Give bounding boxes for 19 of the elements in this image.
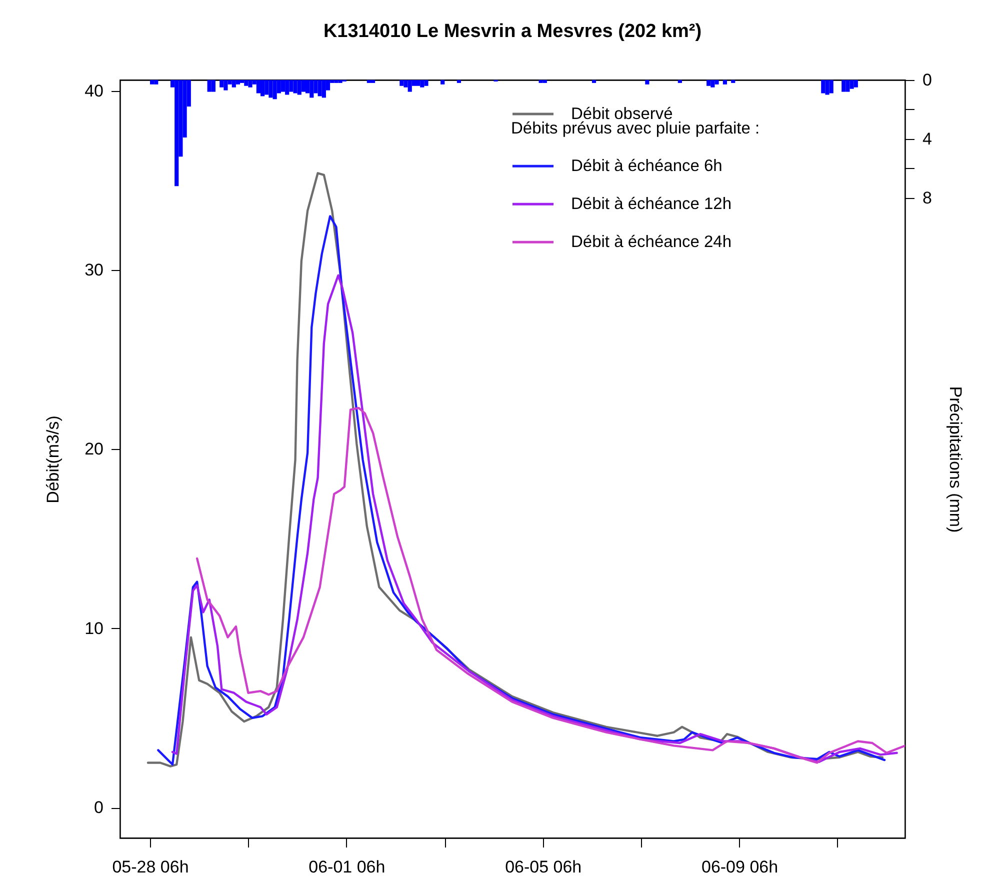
chart-title: K1314010 Le Mesvrin a Mesvres (202 km²) <box>323 21 702 42</box>
legend-label: Débit à échéance 24h <box>571 233 732 252</box>
y-tick-label: 10 <box>84 618 104 638</box>
y2-tick-label: 4 <box>922 129 932 148</box>
y-axis-title: Débit(m3/s) <box>44 416 63 504</box>
y2-tick-label: 8 <box>922 188 932 208</box>
x-tick-label: 06-09 06h <box>701 858 778 876</box>
x-tick-label: 06-05 06h <box>505 858 582 876</box>
y-tick-label: 0 <box>94 798 104 818</box>
x-tick-label: 05-28 06h <box>112 858 189 876</box>
y2-axis-title: Précipitations (mm) <box>946 386 965 533</box>
y-tick-label: 20 <box>84 440 104 459</box>
x-tick-label: 06-01 06h <box>308 858 386 876</box>
y-tick-label: 40 <box>84 81 104 100</box>
legend-label: Débit à échéance 12h <box>571 195 732 214</box>
y-tick-label: 30 <box>84 260 104 280</box>
legend-label: Débit à échéance 6h <box>571 157 722 176</box>
legend-title: Débits prévus avec pluie parfaite : <box>511 120 760 138</box>
y2-tick-label: 0 <box>922 70 932 90</box>
